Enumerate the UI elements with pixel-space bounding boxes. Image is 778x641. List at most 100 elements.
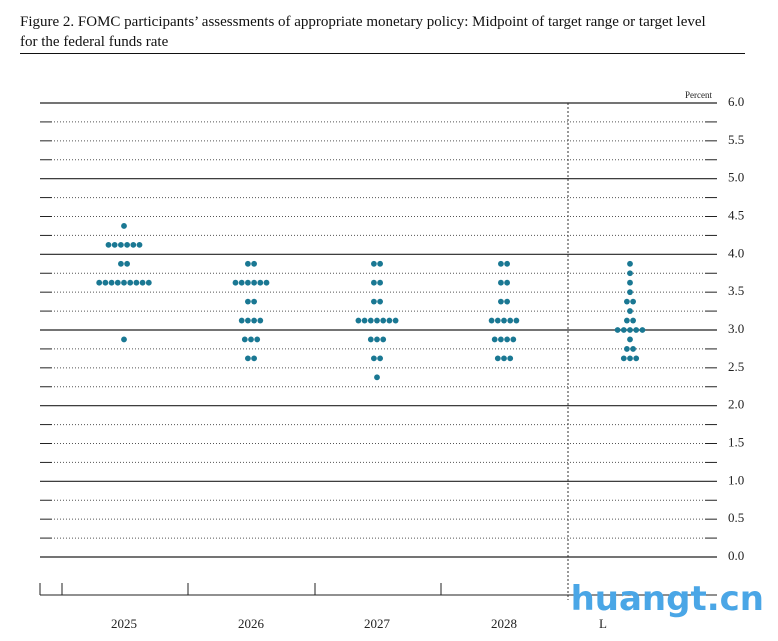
y-tick-label: 5.0 xyxy=(728,170,744,185)
dot xyxy=(114,279,121,286)
dot xyxy=(118,241,124,248)
dot xyxy=(245,317,251,324)
dot xyxy=(263,279,270,286)
dot xyxy=(507,355,514,362)
dot xyxy=(624,317,630,324)
dot xyxy=(504,260,510,267)
dot xyxy=(614,327,621,333)
dot xyxy=(371,260,377,267)
x-tick-label: L xyxy=(599,616,607,631)
dot xyxy=(627,308,633,314)
dot xyxy=(620,355,627,362)
dot xyxy=(488,317,495,324)
y-tick-label: 5.5 xyxy=(728,132,744,147)
y-tick-label: 0.0 xyxy=(728,548,744,563)
dot xyxy=(371,298,377,305)
dot xyxy=(251,260,257,267)
dot xyxy=(355,317,362,324)
y-tick-label: 4.0 xyxy=(728,245,744,260)
dot xyxy=(633,327,640,333)
chart-title: Figure 2. FOMC participants’ assessments… xyxy=(20,14,706,50)
dot xyxy=(367,336,374,343)
dot xyxy=(630,298,636,305)
dot xyxy=(498,279,504,286)
dot xyxy=(627,355,633,362)
dot xyxy=(136,241,143,248)
dot xyxy=(513,317,520,324)
dot xyxy=(102,279,109,286)
dot xyxy=(498,336,504,343)
dot xyxy=(371,279,377,286)
dot xyxy=(624,298,630,305)
dot xyxy=(245,355,251,362)
y-tick-label: 1.0 xyxy=(728,472,744,487)
dot xyxy=(627,270,633,277)
dot xyxy=(105,241,112,248)
dot xyxy=(630,317,636,324)
watermark: huangt.cn xyxy=(570,579,764,619)
y-tick-label: 2.0 xyxy=(728,397,744,412)
dot xyxy=(121,223,127,229)
dot xyxy=(504,336,510,343)
dot xyxy=(245,260,251,267)
dot xyxy=(501,317,507,324)
dot xyxy=(392,317,399,324)
y-tick-label: 6.0 xyxy=(728,94,744,109)
dot xyxy=(238,317,245,324)
dot xyxy=(248,336,254,343)
dot xyxy=(145,279,152,286)
dot xyxy=(498,298,504,305)
dot xyxy=(245,279,251,286)
dot xyxy=(633,355,640,362)
dot xyxy=(639,327,646,333)
dot xyxy=(498,260,504,267)
dot xyxy=(257,279,264,286)
dot xyxy=(133,279,140,286)
dot xyxy=(374,317,380,324)
y-tick-label: 3.0 xyxy=(728,321,744,336)
dot xyxy=(251,355,257,362)
dot xyxy=(374,374,380,381)
y-tick-label: 3.5 xyxy=(728,283,744,298)
y-axis-label: Percent xyxy=(685,90,712,100)
dot xyxy=(257,317,264,324)
title-rule xyxy=(20,53,745,54)
x-tick-label: 2025 xyxy=(111,616,137,631)
dot xyxy=(627,260,633,267)
dot xyxy=(507,317,514,324)
x-tick-label: 2026 xyxy=(238,616,265,631)
dot xyxy=(118,260,124,267)
dot xyxy=(630,346,636,352)
y-tick-label: 0.5 xyxy=(728,510,744,525)
dot xyxy=(232,279,239,286)
dot xyxy=(374,336,380,343)
dot xyxy=(121,336,127,343)
dot xyxy=(377,355,383,362)
dot xyxy=(238,279,245,286)
dot xyxy=(124,260,130,267)
dot xyxy=(627,279,633,286)
y-tick-label: 2.5 xyxy=(728,359,744,374)
x-tick-label: 2027 xyxy=(364,616,391,631)
dot xyxy=(377,298,383,305)
dot xyxy=(251,279,257,286)
dot xyxy=(111,241,118,248)
dot xyxy=(361,317,368,324)
dot xyxy=(377,260,383,267)
dot xyxy=(627,289,633,296)
dot xyxy=(251,298,257,305)
dot xyxy=(251,317,257,324)
dot xyxy=(127,279,134,286)
dot xyxy=(620,327,627,333)
dot xyxy=(241,336,248,343)
dot xyxy=(494,355,501,362)
x-tick-label: 2028 xyxy=(491,616,517,631)
dot xyxy=(501,355,507,362)
dot xyxy=(380,317,387,324)
dot xyxy=(371,355,377,362)
dot xyxy=(386,317,393,324)
dot xyxy=(380,336,387,343)
dot xyxy=(124,241,130,248)
dot xyxy=(121,279,127,286)
